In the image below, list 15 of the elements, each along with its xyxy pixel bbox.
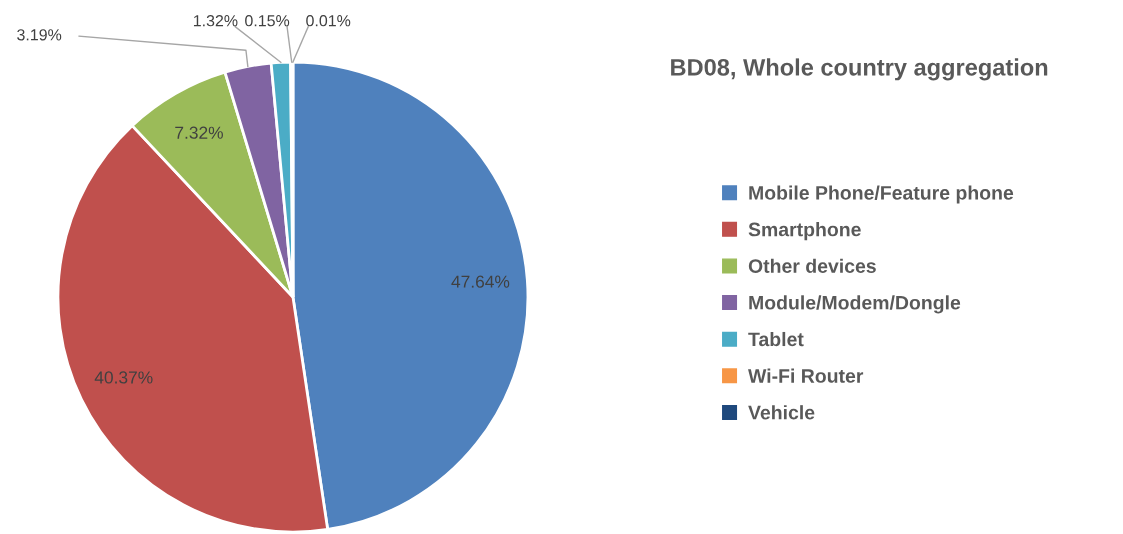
text: BD08, Whole country aggregation	[671, 58, 1048, 81]
data-label: 3.19%	[17, 29, 62, 41]
data-label: 0.15%	[245, 15, 290, 27]
legend-label: Module/Modem/Dongle	[749, 295, 961, 314]
legend-label: Other devices	[748, 258, 876, 273]
data-label: 47.64%	[451, 275, 510, 288]
legend-label: Tablet	[748, 331, 804, 347]
data-label: 40.37%	[94, 371, 153, 384]
legend-label: Vehicle	[748, 405, 815, 420]
legend-label: Mobile Phone/Feature phone	[749, 185, 1014, 204]
data-label: 7.32%	[175, 126, 223, 139]
legend-label: Smartphone	[748, 222, 861, 241]
legend-label: Wi-Fi Router	[748, 368, 864, 383]
data-label: 0.01%	[306, 15, 351, 27]
data-label: 1.32%	[193, 15, 238, 27]
